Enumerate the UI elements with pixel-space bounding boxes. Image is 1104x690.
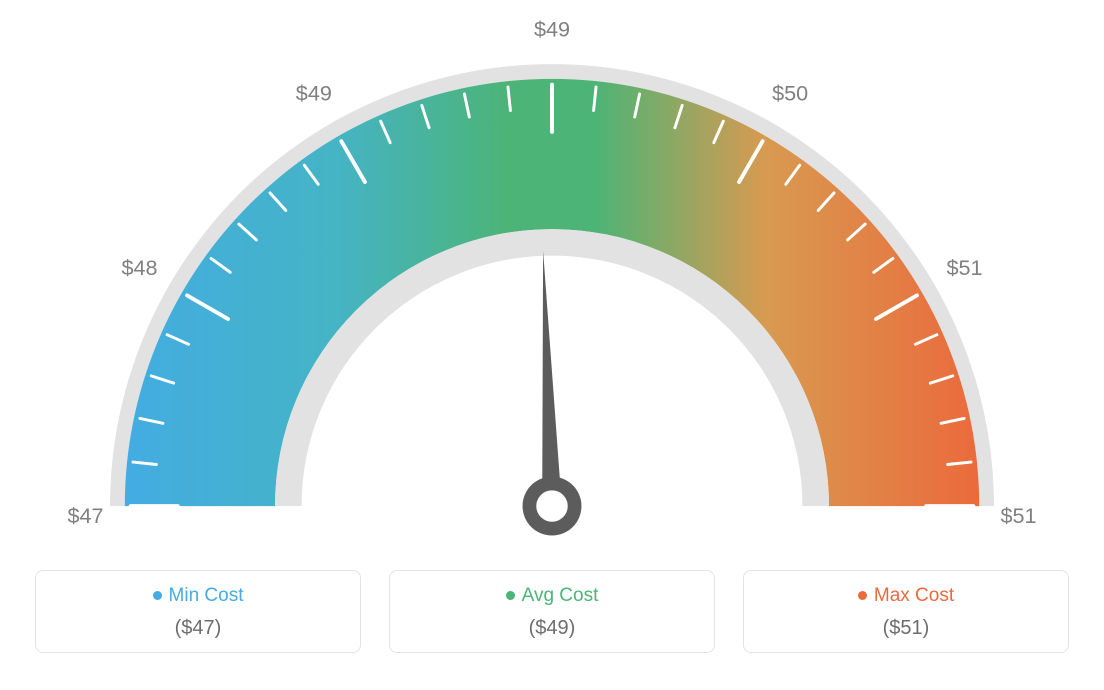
svg-text:$49: $49 — [296, 80, 332, 105]
gauge-svg: $47 $48 $49 $49 $50 $51 $51 — [52, 15, 1052, 565]
legend-card-avg: Avg Cost ($49) — [389, 570, 715, 653]
legend-title-min: Min Cost — [46, 585, 350, 607]
legend-min-value: ($47) — [46, 617, 350, 640]
gauge-chart: $47 $48 $49 $49 $50 $51 $51 — [0, 0, 1104, 570]
legend-min-label: Min Cost — [169, 585, 244, 606]
legend-title-avg: Avg Cost — [400, 585, 704, 607]
dot-avg-icon — [506, 591, 515, 600]
legend-avg-value: ($49) — [400, 617, 704, 640]
svg-text:$47: $47 — [67, 503, 103, 528]
svg-text:$51: $51 — [947, 255, 983, 280]
dot-max-icon — [858, 591, 867, 600]
svg-text:$50: $50 — [772, 80, 808, 105]
legend-card-max: Max Cost ($51) — [743, 570, 1069, 653]
legend-card-min: Min Cost ($47) — [35, 570, 361, 653]
svg-text:$49: $49 — [534, 17, 570, 42]
svg-text:$48: $48 — [121, 255, 157, 280]
legend-avg-label: Avg Cost — [522, 585, 599, 606]
legend-title-max: Max Cost — [754, 585, 1058, 607]
dot-min-icon — [153, 591, 162, 600]
legend-max-label: Max Cost — [874, 585, 954, 606]
legend-max-value: ($51) — [754, 617, 1058, 640]
svg-text:$51: $51 — [1001, 503, 1037, 528]
legend-row: Min Cost ($47) Avg Cost ($49) Max Cost (… — [0, 570, 1104, 683]
